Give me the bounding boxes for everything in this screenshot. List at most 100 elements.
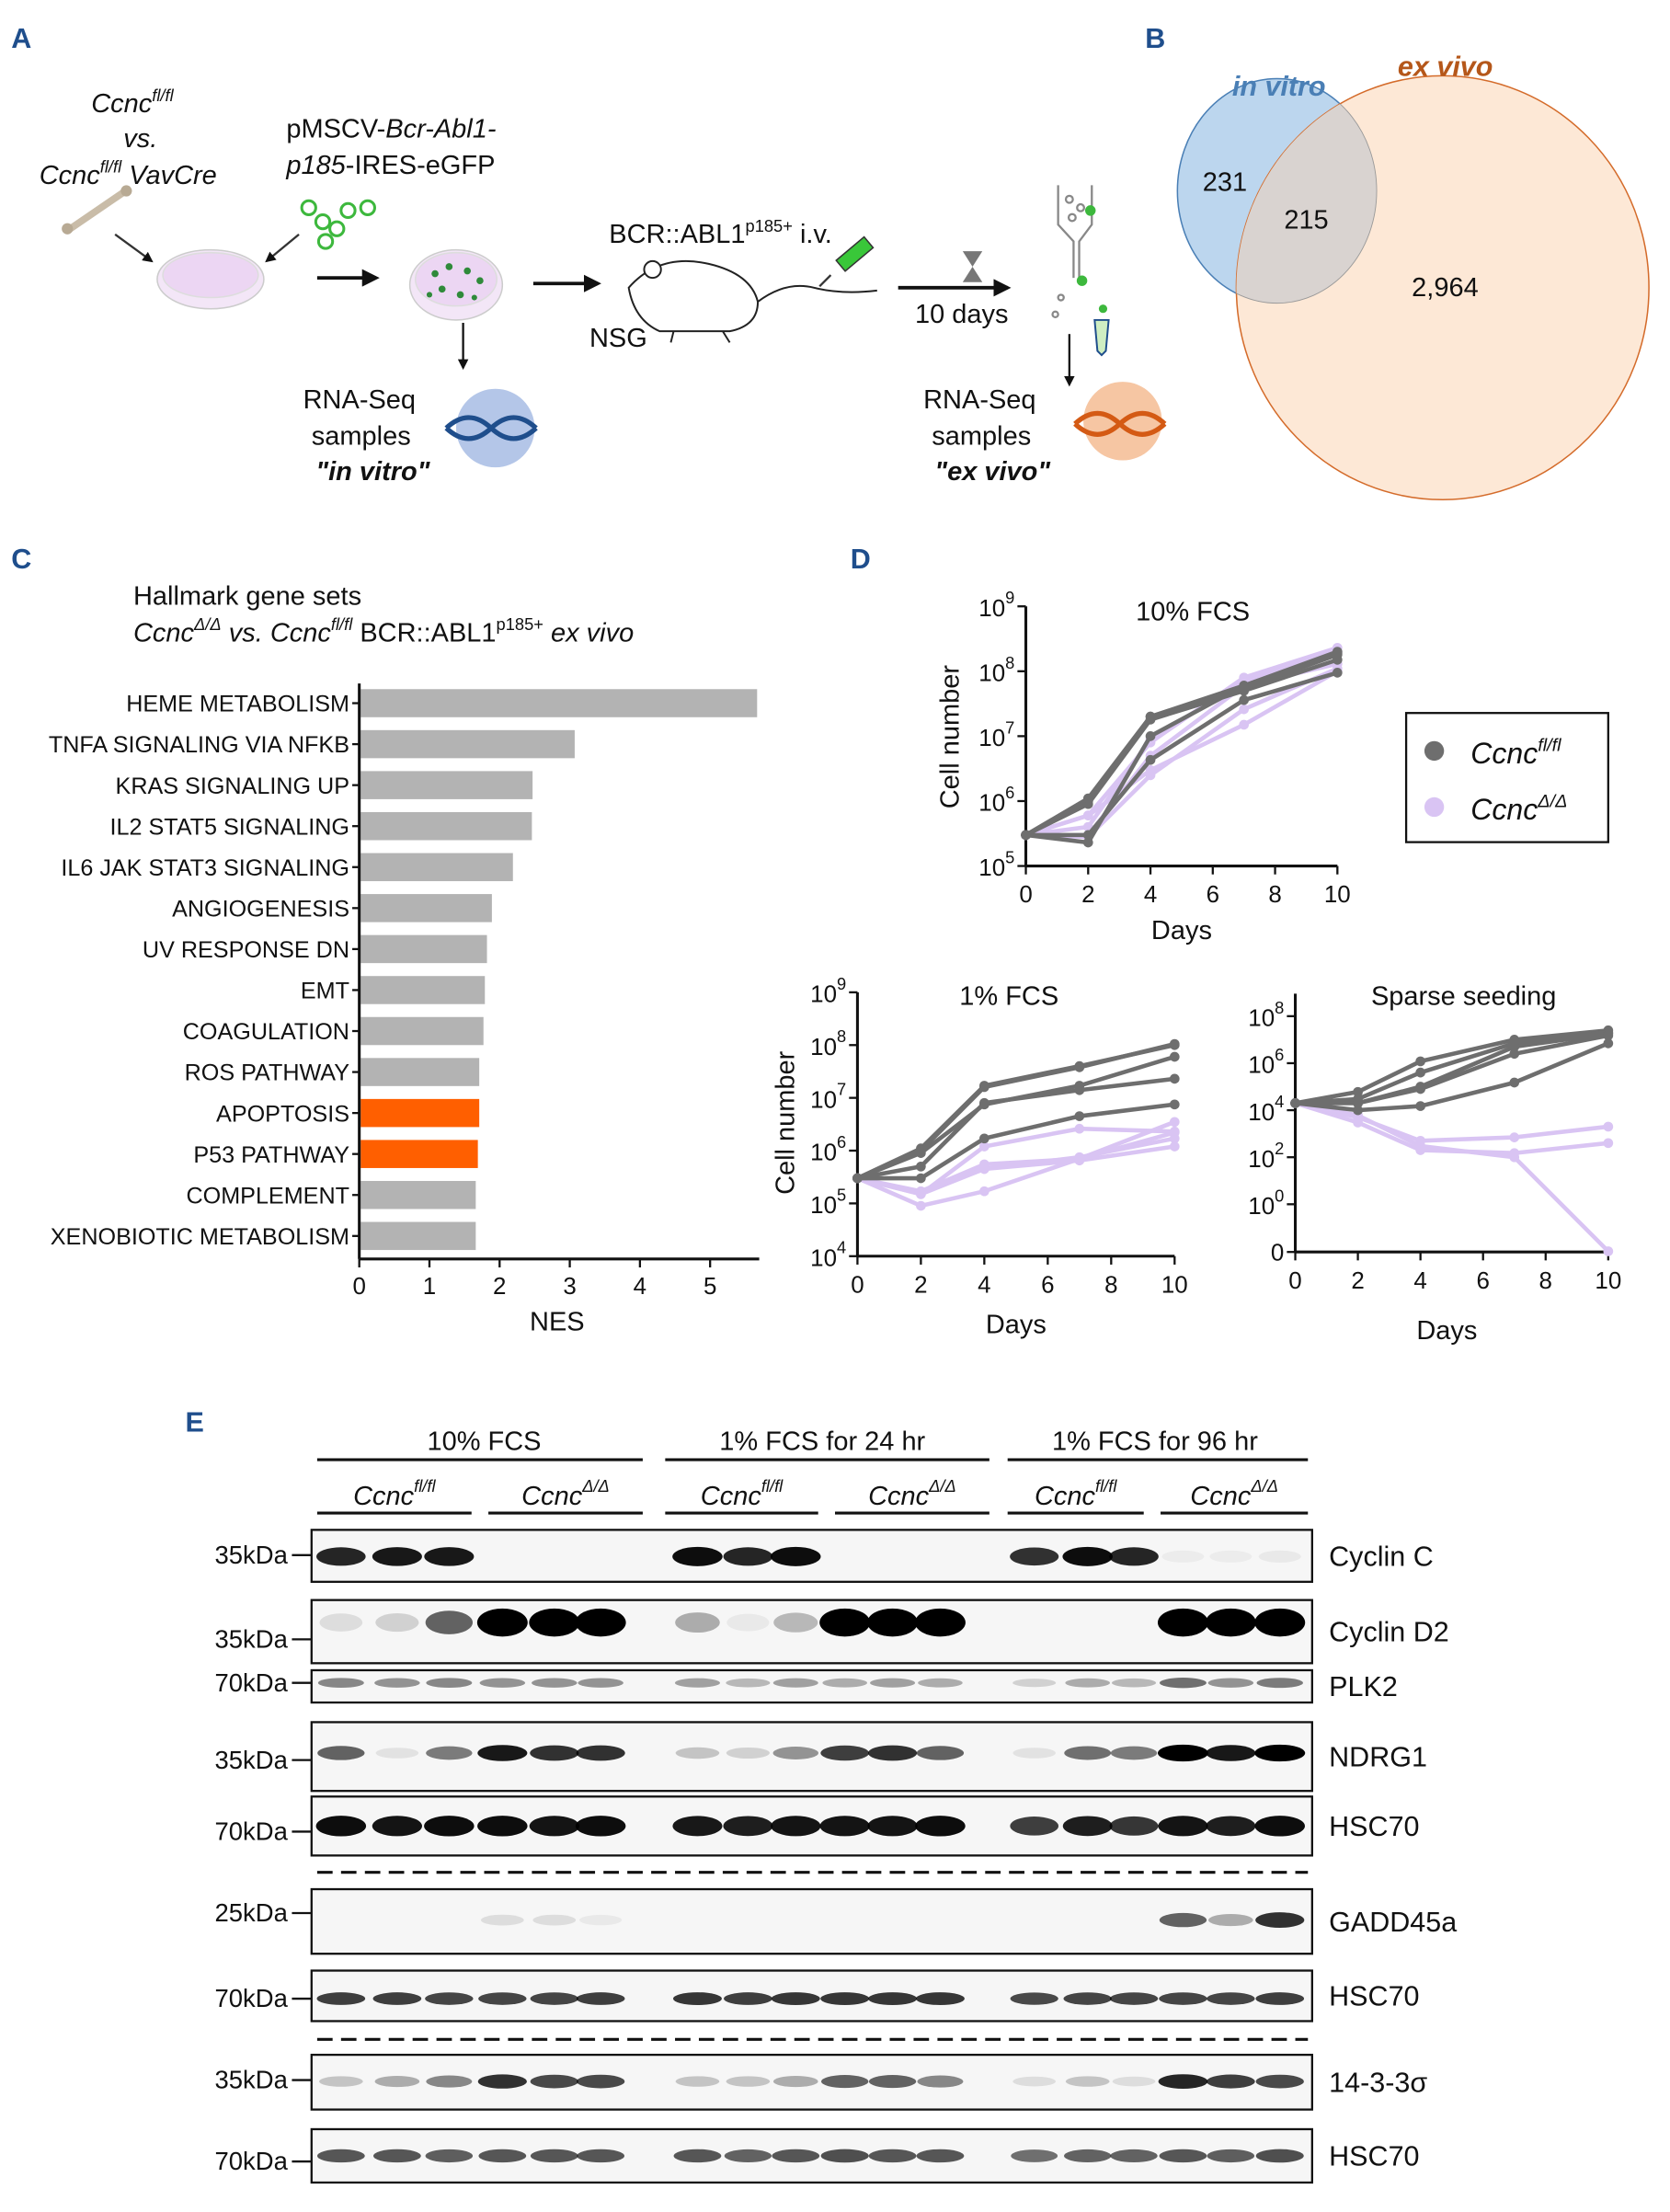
virus-particles-icon bbox=[300, 199, 376, 250]
data-point bbox=[1145, 754, 1156, 765]
blot-membrane bbox=[310, 1599, 1313, 1665]
legend-marker-flfl bbox=[1424, 740, 1445, 762]
blot-band bbox=[822, 1678, 867, 1688]
cell-sorter-icon bbox=[1051, 185, 1096, 319]
dna-icon-blue bbox=[444, 388, 538, 468]
bar bbox=[360, 1140, 478, 1168]
x-tick-label: 2 bbox=[914, 1272, 927, 1298]
y-tick-exponent: 5 bbox=[837, 1185, 846, 1204]
blot-band bbox=[372, 1816, 422, 1837]
data-point bbox=[1021, 830, 1031, 841]
blot-band bbox=[426, 2075, 473, 2088]
y-axis-label: Cell number bbox=[935, 665, 965, 809]
hourglass-icon bbox=[962, 251, 983, 282]
data-point bbox=[1509, 1041, 1520, 1052]
panel-label-a: A bbox=[11, 23, 31, 54]
blot-band bbox=[1158, 2074, 1208, 2089]
bar bbox=[360, 976, 486, 1004]
chart-title: 10% FCS bbox=[1136, 597, 1250, 626]
venn-count-overlap: 215 bbox=[1284, 206, 1328, 235]
y-tick-exponent: 8 bbox=[1275, 998, 1284, 1017]
data-point bbox=[1603, 1038, 1614, 1049]
blot-band bbox=[1012, 1679, 1057, 1688]
data-point bbox=[1509, 1077, 1520, 1088]
data-point bbox=[1074, 1153, 1085, 1164]
blot-band bbox=[1110, 1746, 1158, 1760]
x-tick-label: 10 bbox=[1595, 1268, 1621, 1294]
blot-band bbox=[575, 1608, 626, 1637]
blot-row: 35kDa Cyclin C bbox=[214, 1529, 1434, 1583]
genotype-label: Ccncfl/fl bbox=[701, 1476, 784, 1511]
blot-band bbox=[672, 1992, 722, 2006]
mw-label: 70kDa bbox=[214, 1817, 288, 1846]
category-label: ANGIOGENESIS bbox=[172, 896, 349, 922]
x-axis-label: Days bbox=[986, 1311, 1047, 1340]
data-point bbox=[1353, 1105, 1363, 1116]
category-label: UV RESPONSE DN bbox=[143, 937, 349, 963]
bar bbox=[360, 811, 532, 841]
x-tick-label: 2 bbox=[1351, 1268, 1364, 1294]
blot-band bbox=[915, 1816, 966, 1837]
legend-box bbox=[1404, 712, 1609, 843]
blot-band bbox=[1159, 2149, 1207, 2163]
x-tick-label: 4 bbox=[1144, 882, 1157, 908]
blot-band bbox=[1157, 1608, 1208, 1637]
blot-row: 70kDa HSC70 bbox=[214, 2127, 1420, 2184]
transduced-petri-dish-icon bbox=[408, 248, 504, 321]
blot-band bbox=[675, 1612, 720, 1633]
data-point bbox=[1353, 1117, 1363, 1128]
panel-a-schematic: Ccncfl/fl vs. Ccncfl/fl VavCre pMSCV-Bcr… bbox=[40, 86, 1167, 487]
genotype-label: CcncΔ/Δ bbox=[1190, 1476, 1278, 1511]
blot-band bbox=[532, 1678, 578, 1688]
blot-band bbox=[914, 1608, 966, 1637]
category-label: ROS PATHWAY bbox=[185, 1060, 350, 1086]
blot-band bbox=[772, 2149, 820, 2163]
panel-label-c: C bbox=[11, 544, 31, 575]
blot-band bbox=[1207, 1992, 1255, 2005]
blot-band bbox=[317, 1746, 365, 1760]
blot-band bbox=[372, 1992, 422, 2005]
data-point bbox=[1145, 764, 1156, 775]
data-point bbox=[1082, 830, 1093, 841]
data-point bbox=[1169, 1117, 1180, 1128]
blot-band bbox=[425, 2149, 474, 2163]
blot-membrane bbox=[310, 1668, 1313, 1704]
blot-band bbox=[579, 1914, 623, 1926]
x-axis-label: Days bbox=[1151, 916, 1212, 946]
blot-band bbox=[530, 2149, 578, 2163]
blot-band bbox=[1010, 1992, 1058, 2005]
data-point bbox=[1169, 1038, 1180, 1049]
blot-band bbox=[723, 1816, 773, 1837]
x-tick-label: 6 bbox=[1476, 1268, 1489, 1294]
genotype-label: Ccncfl/fl bbox=[353, 1476, 436, 1511]
arrow bbox=[114, 233, 154, 263]
x-tick-label: 6 bbox=[1041, 1272, 1054, 1298]
blot-band bbox=[675, 2076, 720, 2087]
blot-band bbox=[726, 1678, 771, 1688]
blot-band bbox=[1064, 1746, 1112, 1760]
legend: Ccncfl/fl CcncΔ/Δ bbox=[1404, 712, 1609, 843]
legend-label-delta: CcncΔ/Δ bbox=[1470, 791, 1567, 826]
y-tick-base: 10 bbox=[1248, 1053, 1275, 1079]
blot-band bbox=[1256, 1678, 1303, 1689]
blot-band bbox=[576, 1745, 625, 1761]
data-point bbox=[1074, 1084, 1085, 1095]
blot-band bbox=[575, 1816, 626, 1837]
mouse-icon bbox=[627, 259, 877, 343]
blot-band bbox=[1255, 2149, 1304, 2163]
y-tick-base: 10 bbox=[810, 982, 837, 1008]
blot-band bbox=[372, 1547, 422, 1566]
blot-band bbox=[1157, 1744, 1208, 1762]
blot-band bbox=[577, 2149, 625, 2163]
blot-band bbox=[820, 2149, 869, 2163]
blot-band bbox=[424, 1816, 475, 1837]
y-tick-exponent: 4 bbox=[837, 1238, 846, 1257]
y-tick-exponent: 8 bbox=[1005, 653, 1014, 672]
protein-label: PLK2 bbox=[1329, 1671, 1398, 1702]
blot-band bbox=[672, 1816, 723, 1837]
blot-band bbox=[868, 1992, 918, 2006]
chart-title: Sparse seeding bbox=[1371, 982, 1556, 1012]
data-point bbox=[1074, 1111, 1085, 1121]
